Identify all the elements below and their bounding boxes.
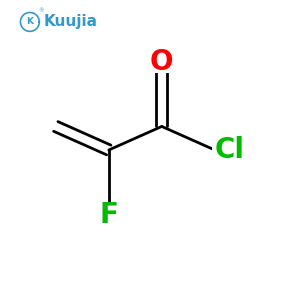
FancyBboxPatch shape — [152, 50, 172, 74]
Text: ®: ® — [38, 8, 44, 14]
Text: O: O — [150, 48, 173, 76]
Text: F: F — [99, 201, 118, 229]
FancyBboxPatch shape — [100, 203, 118, 226]
Text: K: K — [26, 17, 33, 26]
FancyBboxPatch shape — [212, 138, 241, 162]
Text: Cl: Cl — [215, 136, 245, 164]
Text: Kuujia: Kuujia — [44, 14, 98, 29]
